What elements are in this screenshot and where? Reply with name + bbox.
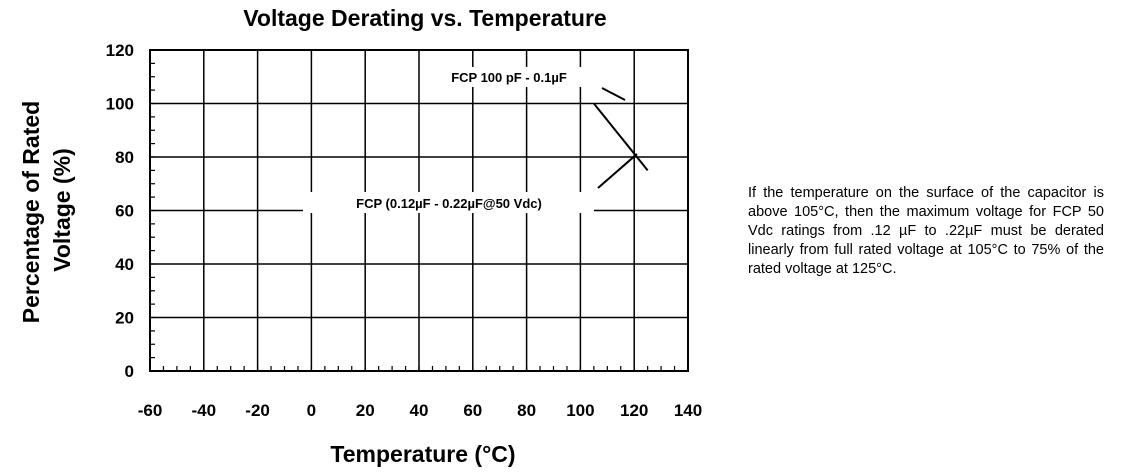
x-tick-label: -60: [138, 401, 163, 420]
y-tick-label: 120: [106, 41, 134, 60]
x-tick-label: 80: [517, 401, 536, 420]
y-axis-label-line-2: Voltage (%): [49, 148, 75, 272]
plot-frame: [149, 49, 689, 372]
y-tick-label: 0: [125, 362, 134, 381]
y-tick-label: 60: [115, 202, 134, 221]
y-tick-label: 80: [115, 148, 134, 167]
x-tick-label: 60: [463, 401, 482, 420]
x-tick-label: -40: [192, 401, 217, 420]
annotation-leader-upper: [601, 87, 626, 101]
annotations: FCP 100 pF - 0.1µF FCP (0.12µF - 0.22µF@…: [303, 67, 638, 213]
x-tick-label: 100: [566, 401, 594, 420]
x-tick-label: 40: [410, 401, 429, 420]
annotation-lower: FCP (0.12µF - 0.22µF@50 Vdc): [356, 196, 542, 211]
derating-line: [593, 102, 649, 172]
y-axis-label-line-1: Percentage of Rated: [18, 101, 44, 323]
chart-title: Voltage Derating vs. Temperature: [243, 5, 606, 31]
x-axis-label: Temperature (°C): [330, 441, 515, 467]
y-tick-label: 20: [115, 309, 134, 328]
x-tick-label: -20: [245, 401, 270, 420]
tick-labels: -60 -40 -20 0 20 40 60 80 100 120 140 0 20 40 60 80 100 1…: [106, 41, 703, 420]
series: [593, 102, 649, 172]
y-tick-label: 40: [115, 255, 134, 274]
derating-explanation: If the temperature on the surface of the…: [748, 185, 1104, 277]
x-tick-label: 20: [356, 401, 375, 420]
y-tick-label: 100: [106, 95, 134, 114]
annotation-upper: FCP 100 pF - 0.1µF: [451, 70, 567, 85]
x-tick-label: 0: [307, 401, 316, 420]
x-tick-label: 140: [674, 401, 702, 420]
x-tick-label: 120: [620, 401, 648, 420]
annotation-leader-lower: [597, 153, 638, 189]
annotation-upper-bg: [420, 67, 600, 87]
annotation-lower-bg: [303, 192, 594, 213]
